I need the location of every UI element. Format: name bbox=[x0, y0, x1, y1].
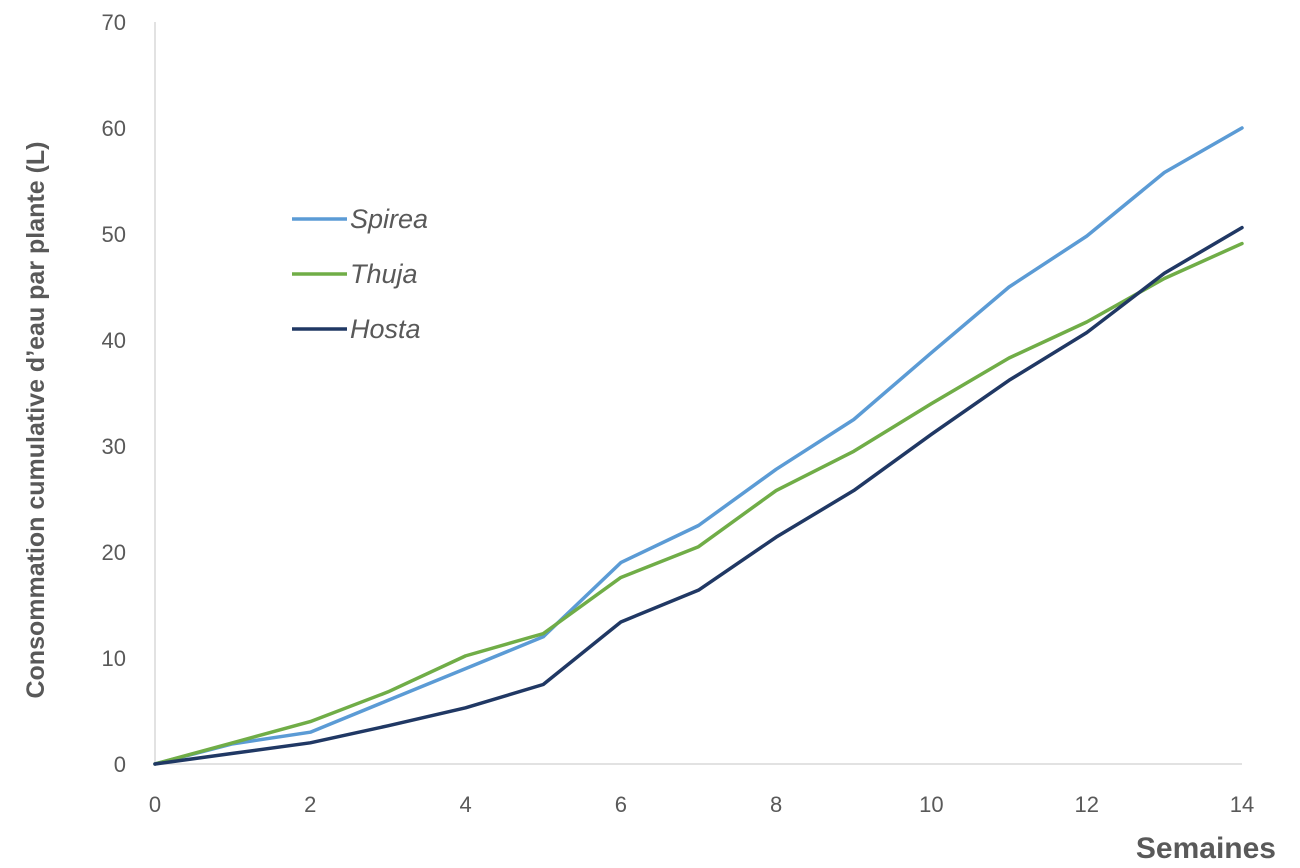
y-tick-label: 0 bbox=[114, 752, 126, 777]
x-tick-labels: 0 2 4 6 8 10 12 14 bbox=[149, 792, 1254, 817]
legend-label-thuja: Thuja bbox=[350, 259, 418, 289]
y-axis-label: Consommation cumulative d’eau par plante… bbox=[22, 141, 50, 698]
y-tick-label: 60 bbox=[102, 116, 126, 141]
y-tick-labels: 0 10 20 30 40 50 60 70 bbox=[102, 10, 126, 777]
series-line-hosta bbox=[153, 225, 1244, 766]
y-tick-label: 10 bbox=[102, 646, 126, 671]
series-lines bbox=[153, 126, 1244, 766]
x-tick-label: 8 bbox=[770, 792, 782, 817]
y-tick-label: 30 bbox=[102, 434, 126, 459]
y-tick-label: 70 bbox=[102, 10, 126, 35]
x-tick-label: 6 bbox=[615, 792, 627, 817]
x-tick-label: 4 bbox=[459, 792, 471, 817]
series-line-thuja bbox=[153, 241, 1244, 766]
legend-label-spirea: Spirea bbox=[350, 204, 428, 234]
y-tick-label: 20 bbox=[102, 540, 126, 565]
legend-label-hosta: Hosta bbox=[350, 314, 421, 344]
axes bbox=[154, 22, 1242, 765]
x-tick-label: 2 bbox=[304, 792, 316, 817]
y-tick-label: 40 bbox=[102, 328, 126, 353]
x-tick-label: 14 bbox=[1230, 792, 1254, 817]
x-tick-label: 12 bbox=[1074, 792, 1098, 817]
x-axis-label: Semaines bbox=[1136, 832, 1276, 865]
legend: Spirea Thuja Hosta bbox=[292, 204, 428, 344]
y-tick-label: 50 bbox=[102, 222, 126, 247]
x-tick-label: 10 bbox=[919, 792, 943, 817]
x-tick-label: 0 bbox=[149, 792, 161, 817]
series-line-spirea bbox=[153, 126, 1244, 766]
